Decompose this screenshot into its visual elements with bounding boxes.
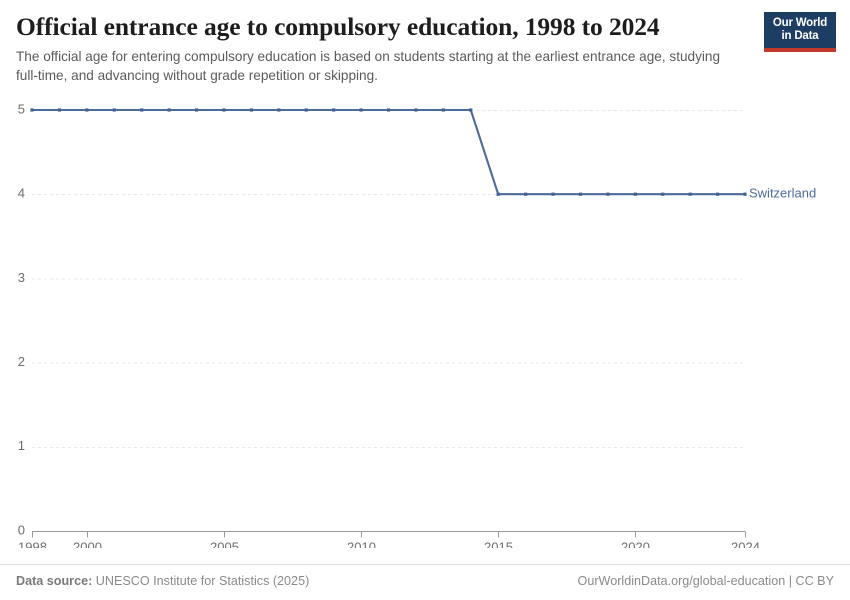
- data-point-marker[interactable]: [332, 108, 336, 112]
- x-tick-label-2024: 2024: [731, 540, 760, 549]
- x-tick-label-2020: 2020: [621, 540, 650, 549]
- x-tick-label-2010: 2010: [347, 540, 376, 549]
- owid-logo[interactable]: Our World in Data: [764, 12, 836, 52]
- x-axis: [32, 531, 746, 538]
- series-label-switzerland[interactable]: Switzerland: [749, 186, 816, 201]
- data-point-marker[interactable]: [359, 108, 363, 112]
- data-point-marker[interactable]: [524, 192, 528, 196]
- line-chart-svg: 0 1 2 3 4 5 1998 2000 2005 2010 2015 2020 2024 Swit…: [18, 101, 816, 549]
- data-point-marker[interactable]: [414, 108, 418, 112]
- y-tick-label-3: 3: [18, 270, 25, 285]
- x-tick-label-1998: 1998: [18, 540, 47, 549]
- y-tick-label-5: 5: [18, 101, 25, 116]
- data-point-marker[interactable]: [57, 108, 62, 112]
- owid-logo-line-1: Our World: [772, 17, 828, 30]
- data-point-marker[interactable]: [578, 192, 583, 196]
- data-point-marker[interactable]: [743, 192, 747, 196]
- series-labels[interactable]: Switzerland: [749, 186, 816, 201]
- y-tick-label-1: 1: [18, 438, 25, 453]
- attribution-link[interactable]: OurWorldinData.org/global-education | CC…: [577, 574, 834, 588]
- data-point-marker[interactable]: [140, 108, 144, 112]
- data-point-marker[interactable]: [715, 192, 720, 196]
- data-point-marker[interactable]: [222, 108, 226, 112]
- data-point-marker[interactable]: [386, 108, 391, 112]
- data-point-marker[interactable]: [633, 192, 637, 196]
- data-point-marker[interactable]: [441, 108, 445, 112]
- chart-subtitle: The official age for entering compulsory…: [16, 49, 721, 84]
- data-point-marker[interactable]: [85, 108, 89, 112]
- page-title: Official entrance age to compulsory educ…: [16, 12, 660, 41]
- data-point-marker[interactable]: [30, 108, 34, 112]
- data-point-marker[interactable]: [277, 108, 281, 112]
- data-point-marker[interactable]: [551, 192, 555, 196]
- data-point-marker[interactable]: [606, 192, 610, 196]
- y-axis-tick-labels: 0 1 2 3 4 5: [18, 101, 25, 537]
- data-point-marker[interactable]: [249, 108, 253, 112]
- data-point-marker[interactable]: [661, 192, 665, 196]
- data-point-marker[interactable]: [496, 192, 500, 196]
- y-tick-label-0: 0: [18, 522, 25, 537]
- x-tick-label-2000: 2000: [73, 540, 102, 549]
- x-axis-tick-labels: 1998 2000 2005 2010 2015 2020 2024: [18, 540, 760, 549]
- gridlines: [32, 110, 745, 532]
- x-tick-label-2015: 2015: [484, 540, 513, 549]
- data-point-marker[interactable]: [688, 192, 692, 196]
- data-source-value: UNESCO Institute for Statistics (2025): [95, 574, 310, 588]
- y-tick-label-4: 4: [18, 186, 25, 201]
- data-point-marker[interactable]: [469, 108, 473, 112]
- data-point-marker[interactable]: [167, 108, 171, 112]
- data-source-label: Data source:: [16, 574, 93, 588]
- data-point-marker[interactable]: [194, 108, 199, 112]
- data-point-marker[interactable]: [112, 108, 116, 112]
- x-tick-label-2005: 2005: [210, 540, 239, 549]
- data-point-marker[interactable]: [304, 108, 308, 112]
- chart-footer: Data source: UNESCO Institute for Statis…: [0, 564, 850, 600]
- series-line-switzerland[interactable]: [32, 108, 745, 196]
- data-source: Data source: UNESCO Institute for Statis…: [16, 574, 309, 588]
- y-tick-label-2: 2: [18, 354, 25, 369]
- chart-header: Official entrance age to compulsory educ…: [16, 12, 756, 86]
- owid-logo-line-2: in Data: [781, 30, 819, 42]
- data-series[interactable]: [30, 108, 747, 196]
- plot-area: 0 1 2 3 4 5 1998 2000 2005 2010 2015 2020 2024 Swit…: [0, 96, 850, 548]
